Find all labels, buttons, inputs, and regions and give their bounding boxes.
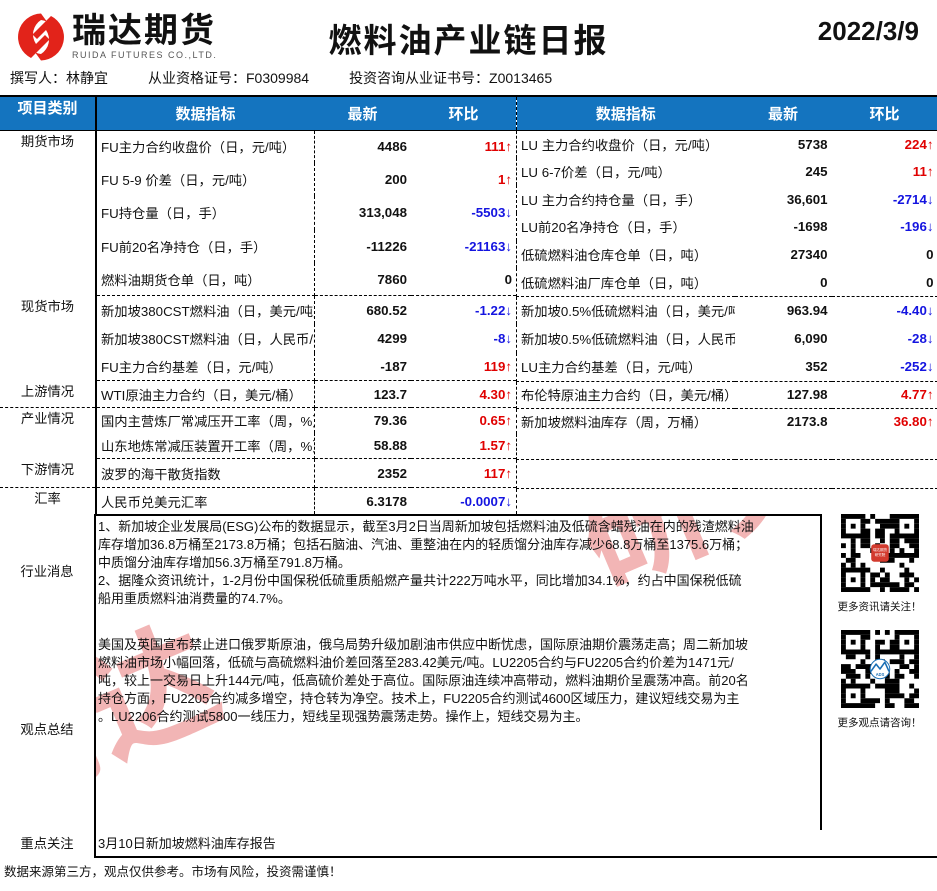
svg-text:研究院: 研究院 xyxy=(874,552,885,557)
svg-text:ADS: ADS xyxy=(875,672,884,677)
svg-text:瑞达期货: 瑞达期货 xyxy=(873,547,887,552)
